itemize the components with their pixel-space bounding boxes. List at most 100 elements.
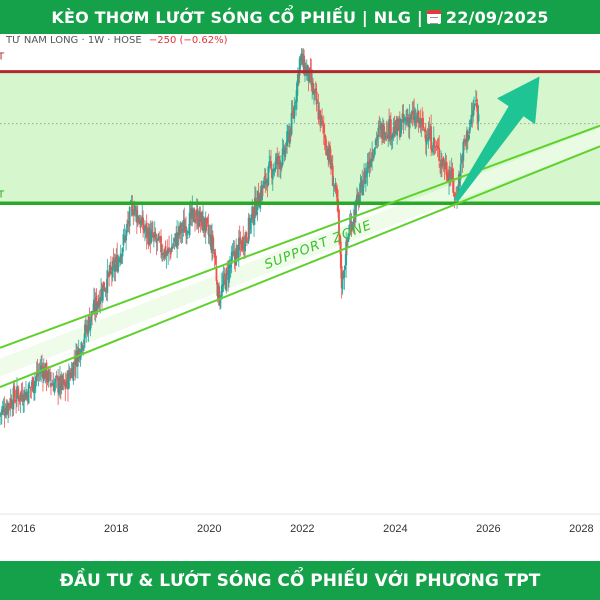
candle-body [255,212,258,214]
banner-date: 22/09/2025 [445,7,549,27]
candle-body [384,132,387,140]
candle-body [296,74,299,86]
candle-body [49,372,51,381]
candle-body [422,117,424,129]
candle-body [322,124,325,133]
candle-body [242,237,245,250]
candle-body [236,245,238,247]
candle-body [254,197,257,216]
candle-body [3,408,6,416]
candle-body [445,161,448,175]
symbol-name: TƯ NAM LONG · 1W · HOSE [6,35,142,46]
candle-body [238,237,241,244]
candle-body [90,311,93,322]
candle-body [321,122,324,124]
candle-body [121,248,124,257]
candle-body [337,199,340,213]
candle-body [474,100,477,102]
candle-body [434,147,437,149]
candle-body [167,248,170,254]
candle-body [57,376,60,393]
candle-body [280,164,283,167]
candle-body [345,241,348,266]
candle-body [252,208,255,224]
candle-body [226,267,229,269]
candle-body [285,148,288,150]
candle-body [154,233,157,240]
candle-body [16,389,19,395]
candle-body [371,152,373,162]
candle-body [36,370,39,376]
candle-body [12,387,15,410]
candle-body [74,367,77,369]
candle-body [214,256,217,265]
symbol-info: TƯ NAM LONG · 1W · HOSE −250 (−0.62%) [6,35,227,46]
candle-body [308,67,311,83]
candle-body [137,217,140,223]
candle-body [10,400,13,408]
candle-body [218,286,221,306]
candle-body [222,274,225,285]
price-change: −250 (−0.62%) [148,35,228,46]
candle-body [433,139,436,145]
candle-body [194,220,196,223]
candle-body [390,136,393,139]
candle-body [355,195,358,203]
candle-body [239,240,242,245]
candle-body [298,58,301,76]
candle-body [423,128,426,132]
candle-body [424,134,427,142]
candle-body [89,320,92,331]
candle-body [168,247,170,249]
candle-body [194,218,197,221]
candle-body [420,118,423,125]
candle-body [465,139,467,144]
candle-body [229,264,232,268]
candle-body [264,173,267,185]
candle-body [431,147,433,152]
candle-body [315,91,318,105]
candle-body [211,235,214,249]
candle-body [453,192,456,197]
candle-body [101,284,104,301]
candle-body [293,105,296,119]
candle-body [37,373,40,375]
candle-body [425,140,428,145]
support-resistance-zone [0,71,600,204]
candle-body [110,266,112,270]
candle-body [457,174,460,195]
candle-body [112,257,115,262]
candle-body [286,131,289,147]
candle-body [19,392,22,401]
candle-body [45,362,48,382]
candle-body [284,147,287,158]
candle-body [55,375,58,377]
candles [0,48,480,428]
candle-body [0,413,1,415]
candle-body [451,167,454,181]
candle-body [378,125,381,128]
candle-body [118,258,120,261]
candle-body [181,229,184,232]
candle-body [432,150,434,152]
candle-body [370,159,373,167]
candle-body [413,110,416,123]
candle-body [419,121,422,128]
x-tick-label: 2022 [290,523,314,535]
candle-body [398,119,401,138]
candle-body [33,381,36,389]
candle-body [106,270,109,293]
candle-body [171,246,174,248]
candle-body [29,387,32,389]
candle-body [32,377,34,393]
candle-body [299,55,302,61]
x-tick-label: 2018 [104,523,128,535]
candle-body [245,232,247,240]
candle-body [377,127,380,137]
candle-body [22,403,25,405]
candle-body [54,378,57,383]
candle-body [47,370,50,383]
candle-body [158,237,161,240]
candle-body [133,209,136,215]
x-axis: 2016 2018 2020 2022 2024 2026 2028 [0,513,600,535]
